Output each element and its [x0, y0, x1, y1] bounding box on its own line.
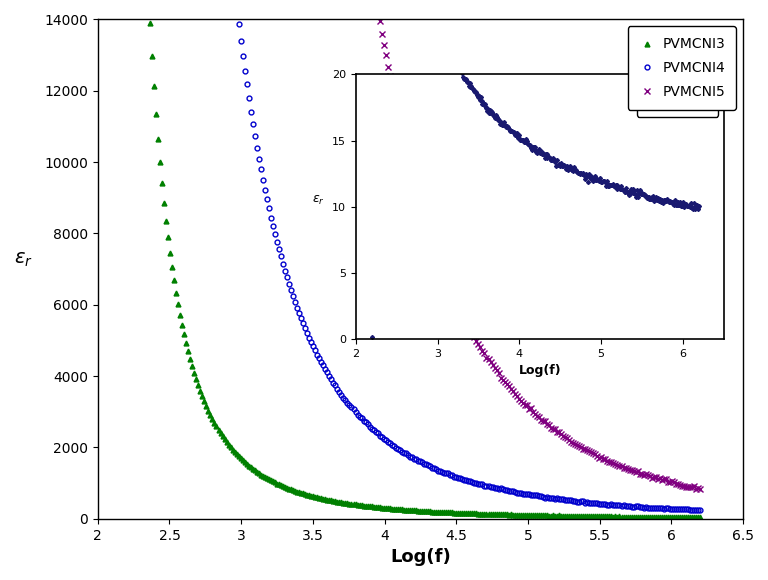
X-axis label: Log(f): Log(f): [390, 548, 451, 566]
PVMCNI5: [454, 302, 463, 309]
PVMCNI5: [403, 154, 412, 161]
PVMCNI4: [480, 482, 489, 489]
PVMCNI4: [454, 474, 463, 481]
Y-axis label: $\varepsilon_r$: $\varepsilon_r$: [14, 250, 33, 269]
PVMCNI5: [597, 454, 606, 461]
PVMCNI4: [696, 507, 705, 514]
PVMCNI3: [601, 513, 610, 520]
PVMCNI3: [403, 506, 412, 513]
PVMCNI5: [480, 350, 489, 357]
PVMCNI4: [403, 452, 412, 459]
PVMCNI4: [597, 500, 606, 507]
PVMCNI3: [220, 436, 229, 443]
PVMCNI3: [696, 514, 705, 521]
PVMCNI3: [661, 514, 670, 521]
Line: PVMCNI4: PVMCNI4: [135, 0, 703, 513]
Line: PVMCNI3: PVMCNI3: [135, 0, 703, 520]
PVMCNI4: [601, 501, 610, 508]
PVMCNI3: [454, 509, 463, 516]
Line: PVMCNI5: PVMCNI5: [135, 0, 703, 492]
Legend: PVMCNI3, PVMCNI4, PVMCNI5: PVMCNI3, PVMCNI4, PVMCNI5: [627, 26, 737, 110]
PVMCNI3: [597, 513, 606, 520]
PVMCNI3: [480, 510, 489, 517]
PVMCNI5: [601, 456, 610, 463]
PVMCNI5: [696, 485, 705, 492]
